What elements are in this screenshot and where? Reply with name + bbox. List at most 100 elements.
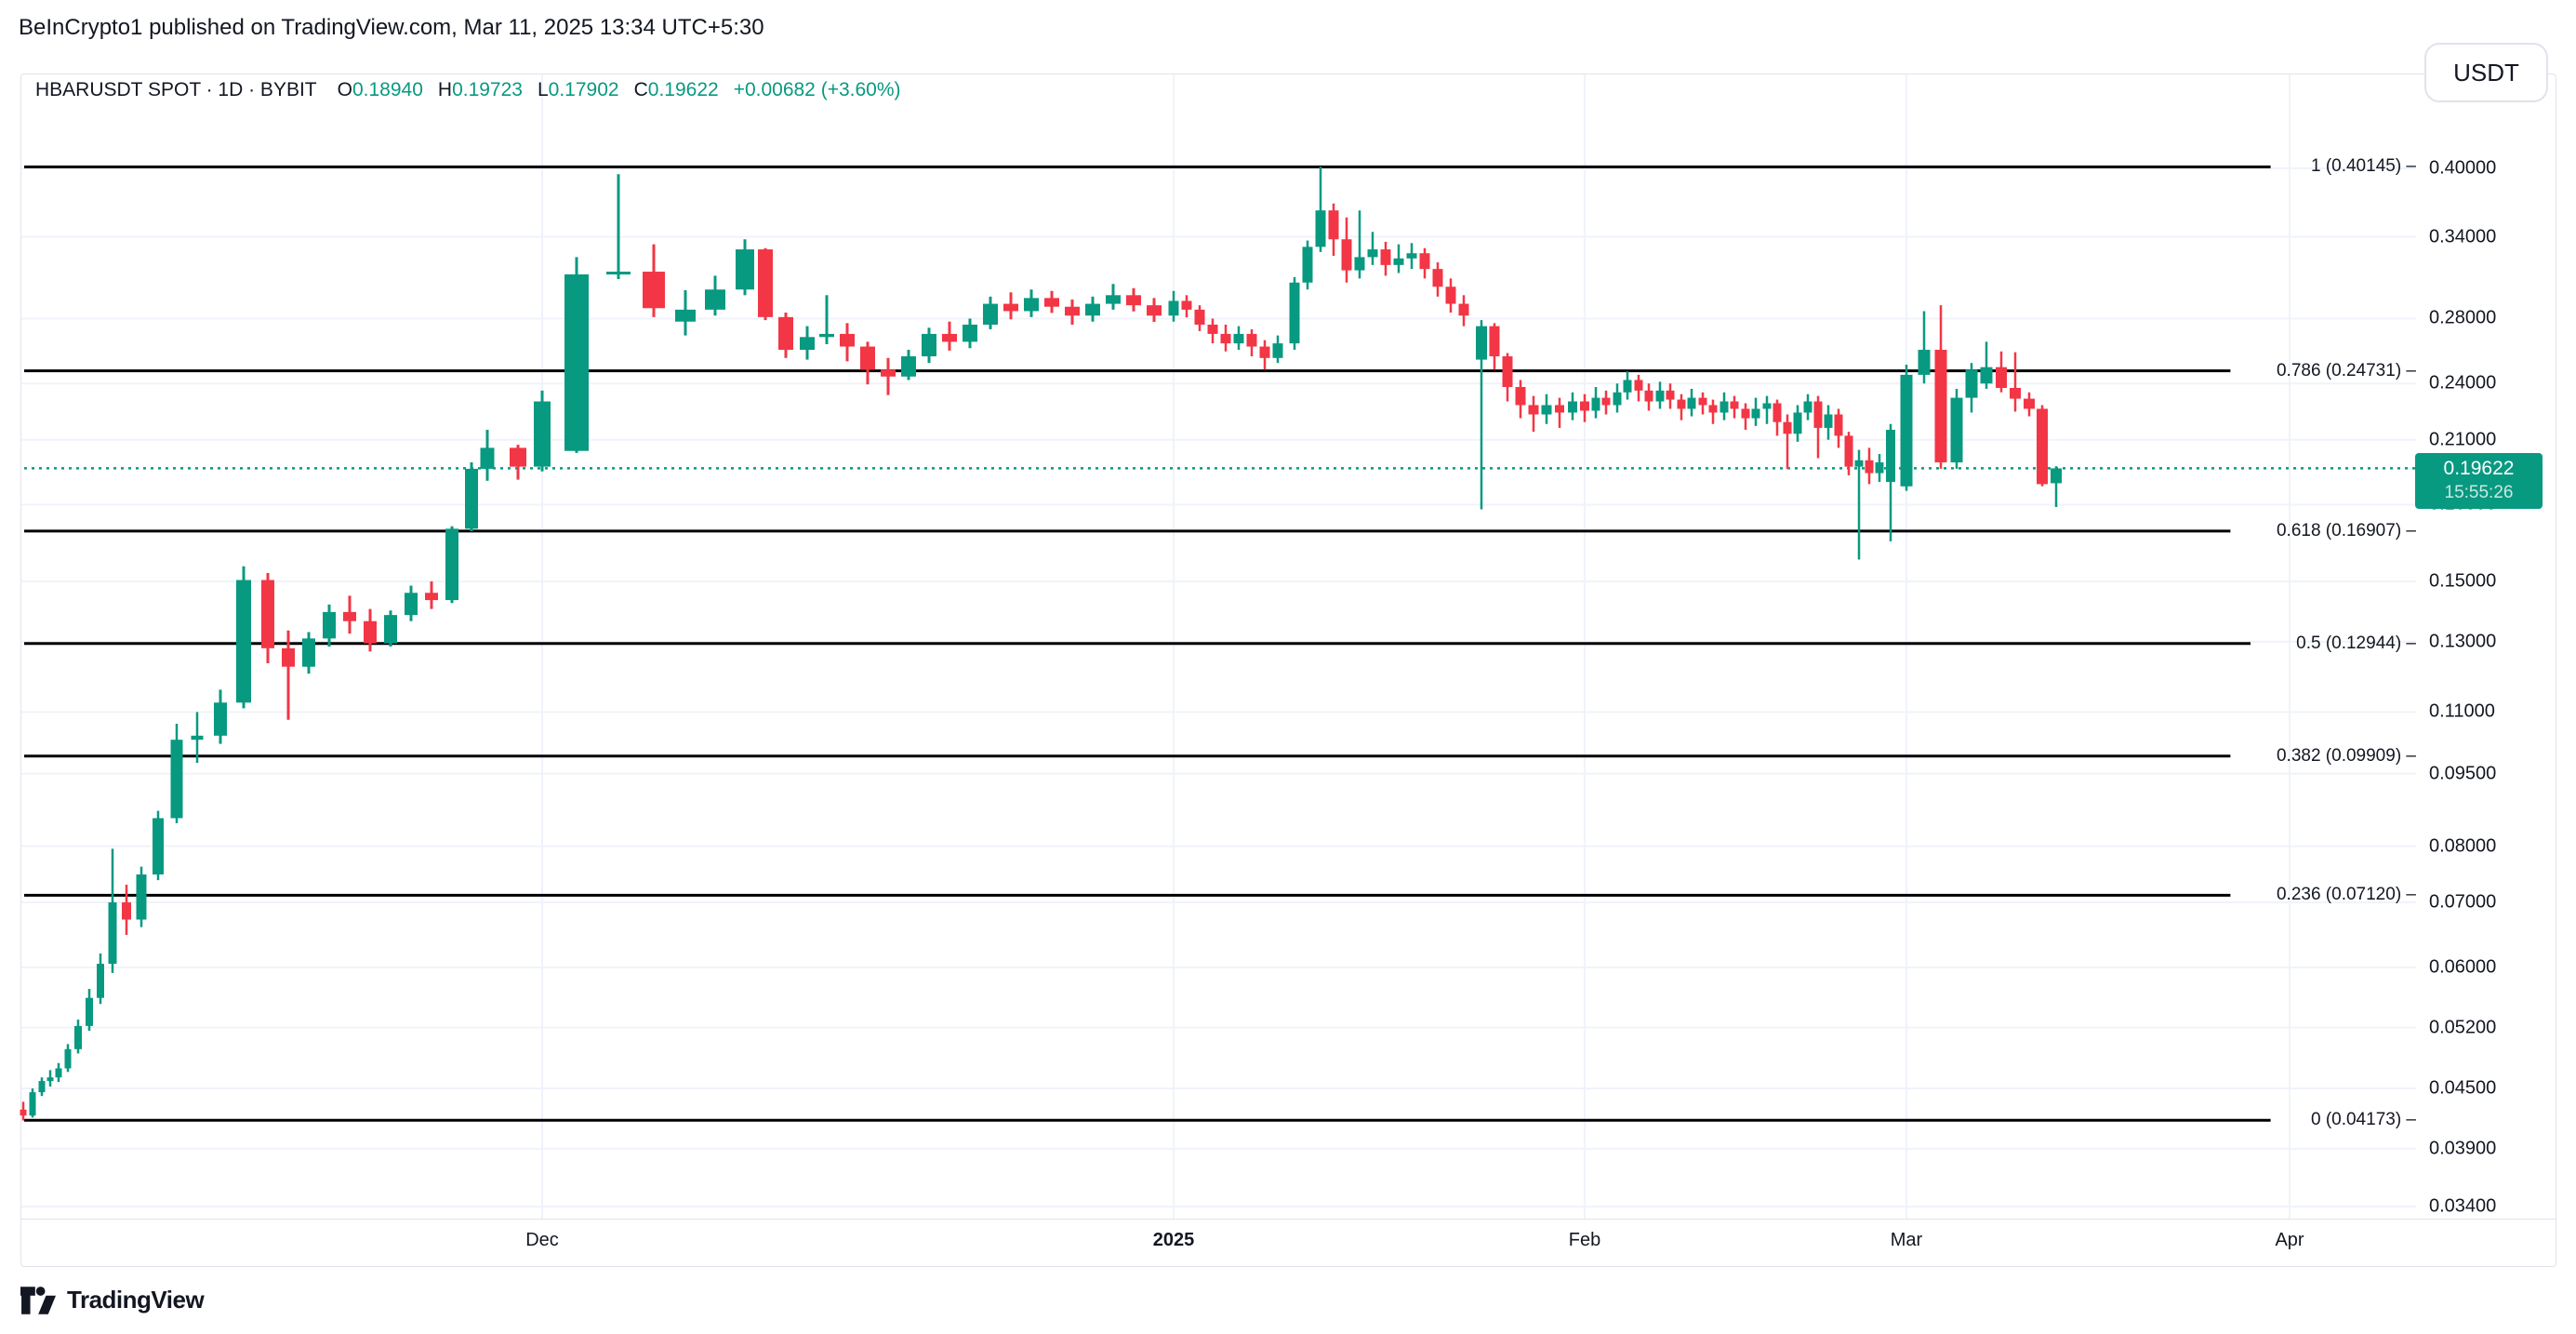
candle-body: [1044, 298, 1059, 307]
candle-body: [1591, 397, 1600, 411]
candle-body: [510, 447, 526, 467]
candle-body: [170, 740, 183, 819]
candle-body: [1528, 405, 1539, 415]
candle-body: [282, 647, 295, 667]
candle-body: [1476, 326, 1487, 360]
price-tick-0.11000: 0.11000: [2429, 700, 2495, 722]
price-tick-0.06000: 0.06000: [2429, 956, 2497, 978]
candle-body: [1793, 412, 1802, 434]
candle-body: [1328, 210, 1339, 240]
candle-body: [364, 620, 377, 644]
candle-body: [46, 1077, 54, 1082]
price-tick-0.09500: 0.09500: [2429, 763, 2497, 784]
price-tick-0.05200: 0.05200: [2429, 1017, 2497, 1038]
candle-body: [1515, 387, 1526, 406]
candle-body: [1246, 333, 1257, 347]
candle-body: [1106, 295, 1121, 304]
symbol-title[interactable]: HBARUSDT SPOT · 1D · BYBIT: [35, 79, 317, 100]
candle-body: [1708, 405, 1718, 413]
price-tick-0.03900: 0.03900: [2429, 1138, 2497, 1159]
candle-body: [1854, 460, 1864, 467]
candle-body: [384, 615, 397, 644]
candle-body: [136, 874, 147, 920]
candle-body: [1813, 401, 1823, 428]
candle-body: [20, 1109, 27, 1116]
candle-body: [1568, 401, 1577, 413]
candle-body: [74, 1025, 82, 1049]
candle-body: [1824, 414, 1833, 428]
candle-body: [1803, 401, 1812, 413]
candle-body: [1003, 303, 1018, 312]
candle-body: [1580, 401, 1589, 411]
candle-body: [1502, 356, 1513, 388]
candle-body: [1233, 333, 1244, 344]
candle-body: [122, 902, 131, 920]
candle-body: [1834, 414, 1843, 436]
candle-body: [38, 1081, 46, 1093]
candle-body: [1380, 249, 1391, 265]
candle-body: [64, 1048, 72, 1069]
candle-body: [1623, 380, 1632, 393]
candle-body: [1289, 282, 1300, 344]
currency-toggle-button[interactable]: USDT: [2424, 43, 2548, 102]
price-tick-0.28000: 0.28000: [2429, 307, 2497, 328]
time-tick-Feb: Feb: [1568, 1230, 1601, 1250]
candle-body: [840, 333, 855, 347]
candle-body: [736, 249, 754, 290]
candle-body: [881, 369, 896, 377]
candle-body: [1458, 303, 1469, 316]
candle-body: [963, 324, 977, 342]
candle-body: [1406, 253, 1417, 259]
price-tick-0.24000: 0.24000: [2429, 372, 2497, 394]
fib-label-0.5: 0.5 (0.12944) –: [2296, 633, 2416, 653]
ohlc-close: C0.19622: [633, 79, 719, 100]
time-tick-2025: 2025: [1152, 1230, 1195, 1250]
candle-body: [819, 333, 834, 338]
tradingview-logo[interactable]: TradingView: [20, 1286, 205, 1314]
candle-body: [606, 272, 631, 275]
candle-body: [465, 468, 478, 529]
candle-body: [1634, 380, 1643, 391]
candle-body: [1181, 300, 1192, 310]
candle-body: [1541, 405, 1552, 415]
ohlc-low: L0.17902: [537, 79, 619, 100]
candle-body: [425, 593, 438, 601]
last-price-badge[interactable]: 0.19622 15:55:26: [2415, 453, 2543, 510]
candle-body: [1601, 397, 1611, 406]
symbol-legend: HBARUSDT SPOT · 1D · BYBIT O0.18940 H0.1…: [35, 71, 901, 110]
price-tick-0.13000: 0.13000: [2429, 631, 2497, 652]
candle-body: [1655, 390, 1665, 402]
candle-body: [1259, 346, 1270, 358]
candle-body: [1980, 367, 1993, 384]
candle-body: [1666, 390, 1675, 400]
tradingview-logo-text: TradingView: [67, 1286, 205, 1314]
candle-body: [1445, 287, 1456, 304]
attribution-text: BeInCrypto1 published on TradingView.com…: [19, 15, 764, 40]
candle-body: [1865, 460, 1874, 474]
price-tick-0.03400: 0.03400: [2429, 1195, 2497, 1217]
candle-body: [643, 272, 665, 309]
candle-body: [1751, 408, 1760, 419]
candle-body: [1065, 306, 1080, 316]
candle-body: [1950, 397, 1963, 463]
candle-body: [1934, 350, 1947, 463]
price-tick-0.08000: 0.08000: [2429, 835, 2497, 857]
candle-body: [1126, 295, 1141, 306]
candle-body: [153, 818, 164, 875]
candle-body: [1698, 397, 1707, 406]
candle-body: [1900, 374, 1913, 487]
candle-body: [480, 447, 495, 469]
candle-body: [445, 528, 458, 601]
candle-body: [1147, 305, 1162, 316]
candle-body: [778, 316, 793, 351]
price-tick-0.21000: 0.21000: [2429, 429, 2497, 450]
candle-body: [1272, 343, 1283, 358]
candle-body: [108, 902, 117, 965]
candle-body: [1354, 257, 1365, 271]
candle-body: [1194, 309, 1205, 325]
fib-label-0.236: 0.236 (0.07120) –: [2276, 885, 2416, 905]
candle-body: [1677, 399, 1686, 409]
change-value: +0.00682 (+3.60%): [733, 79, 901, 100]
candle-body: [1965, 369, 1978, 398]
